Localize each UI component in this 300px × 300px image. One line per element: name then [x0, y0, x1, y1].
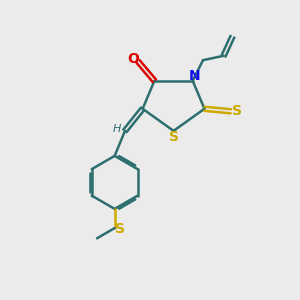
Text: S: S	[232, 104, 242, 118]
Text: N: N	[188, 69, 200, 83]
Text: S: S	[169, 130, 178, 144]
Text: O: O	[127, 52, 139, 66]
Text: H: H	[112, 124, 121, 134]
Text: S: S	[115, 223, 125, 236]
